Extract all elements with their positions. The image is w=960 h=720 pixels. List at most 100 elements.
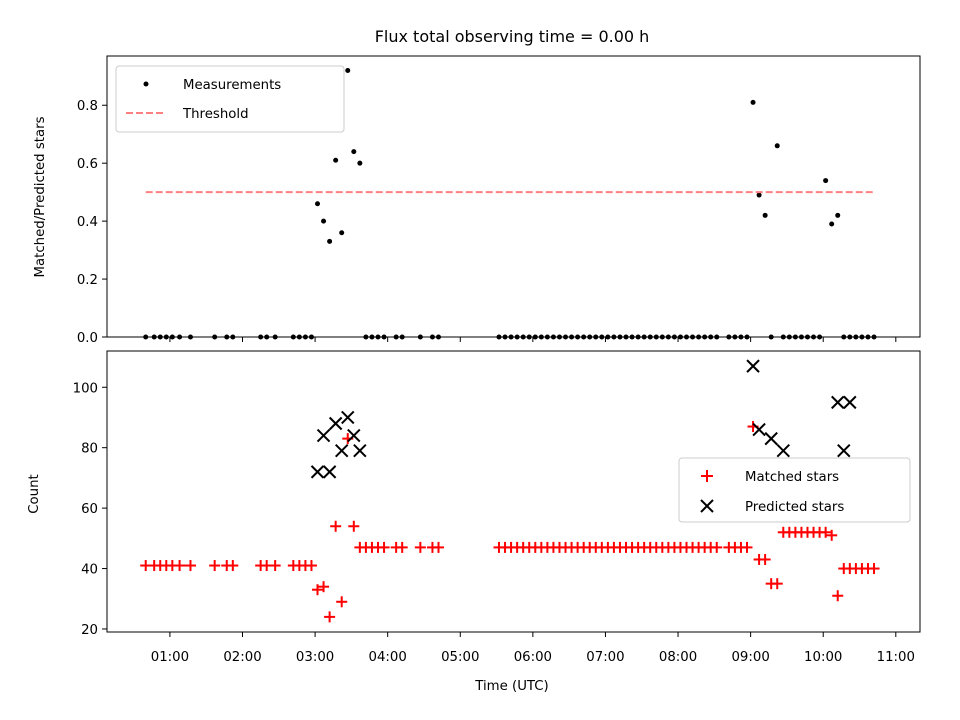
top-plot-area	[143, 67, 877, 340]
bottom-x-ticks: 01:00 02:00 03:00 04:00 05:00 06:00 07:00 08:00…	[151, 632, 915, 665]
measurement-point	[762, 212, 768, 218]
matched-star-point	[832, 590, 844, 602]
y-tick-label: 80	[81, 442, 98, 457]
matched-star-point	[759, 553, 771, 565]
matched-star-point	[348, 520, 360, 532]
legend-predicted-marker	[700, 499, 714, 513]
measurement-point	[750, 99, 756, 105]
predicted-star-point	[764, 431, 778, 446]
matched-star-point	[741, 541, 753, 553]
bottom-plot-area	[140, 359, 880, 623]
y-tick-label: 60	[81, 502, 98, 517]
x-axis-label: Time (UTC)	[474, 679, 549, 694]
matched-star-point	[826, 529, 838, 541]
predicted-star-point	[341, 410, 355, 425]
measurement-point	[351, 149, 357, 155]
matched-star-point	[336, 596, 348, 608]
matched-star-point	[771, 578, 783, 590]
bottom-y-ticks: 20 40 60 80 100	[73, 381, 107, 638]
matched-star-point	[312, 584, 324, 596]
top-y-ticks: 0.0 0.2 0.4 0.6 0.8	[77, 99, 107, 346]
bottom-y-axis-label: Count	[27, 474, 42, 514]
top-axes-frame	[106, 55, 921, 338]
matched-star-point	[174, 560, 186, 572]
y-tick-label: 0.0	[77, 331, 98, 346]
measurement-point	[357, 160, 363, 166]
x-tick-label: 04:00	[369, 650, 407, 665]
predicted-star-point	[334, 444, 349, 458]
y-tick-label: 0.4	[77, 215, 98, 230]
y-tick-label: 20	[81, 623, 98, 638]
x-tick-label: 05:00	[441, 650, 479, 665]
x-tick-label: 07:00	[586, 650, 624, 665]
predicted-star-point	[746, 359, 760, 373]
matched-star-point	[868, 563, 880, 575]
x-tick-label: 01:00	[151, 650, 189, 665]
top-legend-box	[115, 65, 345, 133]
measurement-point	[345, 67, 351, 73]
predicted-star-point	[347, 428, 361, 443]
x-tick-label: 08:00	[659, 650, 697, 665]
predicted-star-point	[831, 395, 845, 410]
predicted-star-point	[837, 444, 851, 458]
matched-star-point	[378, 541, 390, 553]
legend-matched-label: Matched stars	[745, 470, 839, 485]
legend-matched-marker	[701, 470, 713, 482]
y-tick-label: 0.6	[77, 157, 98, 172]
bottom-legend-box	[678, 457, 911, 523]
measurement-point	[327, 238, 333, 244]
chart-title: Flux total observing time = 0.00 h	[375, 27, 650, 46]
predicted-star-point	[310, 465, 325, 479]
predicted-star-point	[776, 444, 790, 458]
predicted-star-point	[843, 395, 857, 410]
measurement-point	[774, 143, 780, 149]
matched-star-point	[227, 560, 239, 572]
measurement-point	[823, 178, 829, 184]
legend-measurements-label: Measurements	[183, 78, 281, 93]
measurement-point	[333, 157, 339, 163]
matched-star-point	[318, 581, 330, 593]
x-tick-label: 10:00	[804, 650, 842, 665]
bottom-legend: Matched stars Predicted stars	[678, 457, 911, 523]
matched-star-point	[432, 541, 444, 553]
matched-star-point	[396, 541, 408, 553]
predicted-star-point	[322, 465, 337, 479]
legend-predicted-label: Predicted stars	[745, 500, 844, 515]
y-tick-label: 0.2	[77, 273, 98, 288]
measurement-point	[321, 218, 327, 224]
matched-star-point	[324, 611, 336, 623]
legend-threshold-label: Threshold	[182, 107, 249, 122]
measurement-point	[339, 230, 345, 236]
y-tick-label: 0.8	[77, 99, 98, 114]
measurement-point	[829, 221, 835, 227]
predicted-star-point	[316, 428, 331, 443]
predicted-star-point	[752, 422, 766, 437]
measurement-point	[835, 212, 841, 218]
predicted-star-point	[328, 416, 343, 431]
matched-star-point	[184, 560, 196, 572]
top-legend: Measurements Threshold	[115, 65, 345, 133]
matched-star-point	[414, 541, 426, 553]
x-tick-label: 09:00	[731, 650, 769, 665]
matched-star-point	[269, 560, 281, 572]
legend-measurements-marker	[143, 81, 149, 87]
x-tick-label: 06:00	[514, 650, 552, 665]
x-tick-label: 02:00	[223, 650, 261, 665]
matched-star-point	[330, 520, 342, 532]
top-y-axis-label: Matched/Predicted stars	[33, 116, 48, 277]
x-tick-label: 11:00	[877, 650, 915, 665]
matched-star-point	[305, 560, 317, 572]
top-panel: 0.00.20.40.60.8 Matched/Predicted stars …	[33, 55, 921, 346]
bottom-panel: 20 40 60 80 100 01:00 02:00 03:00 04:00 05:00 06:…	[27, 350, 921, 694]
y-tick-label: 40	[81, 563, 98, 578]
top-x-ticks	[169, 337, 897, 342]
bottom-axes-frame	[106, 350, 921, 633]
measurement-point	[315, 201, 321, 207]
y-tick-label: 100	[73, 381, 98, 396]
predicted-star-point	[353, 444, 367, 458]
matched-star-point	[711, 541, 723, 553]
matched-star-point	[209, 560, 221, 572]
matched-star-point	[820, 526, 832, 538]
x-tick-label: 03:00	[296, 650, 334, 665]
